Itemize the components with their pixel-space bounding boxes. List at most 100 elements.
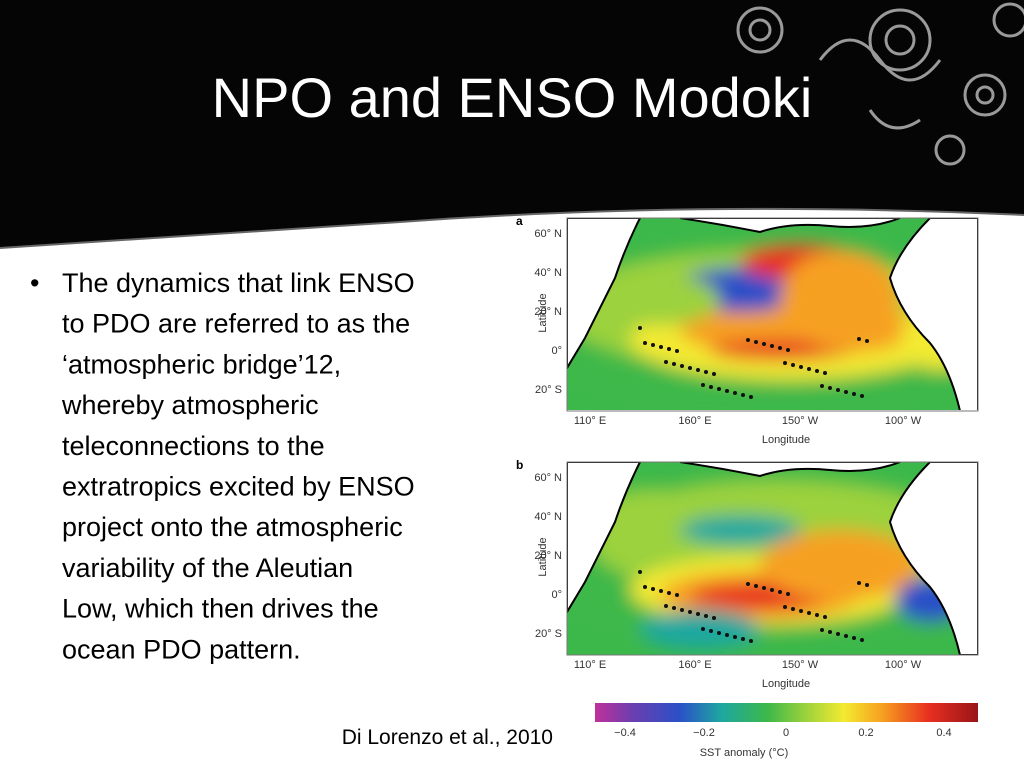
island-dot	[754, 340, 758, 344]
island-dot	[836, 388, 840, 392]
island-dot	[799, 609, 803, 613]
island-dot	[815, 613, 819, 617]
map-panels: a 60° N 40° N 20° N 0° 20° S 110° E 160° E 150° …	[516, 214, 979, 690]
land-asia	[567, 462, 642, 614]
swirl-ornament	[736, 2, 1024, 166]
island-dot	[820, 384, 824, 388]
island-dot	[651, 587, 655, 591]
island-dot	[643, 341, 647, 345]
lon-tick-label: 160° E	[678, 415, 711, 427]
island-dot	[770, 344, 774, 348]
bullet-line: The dynamics that link ENSO	[62, 268, 415, 298]
island-dot	[680, 364, 684, 368]
lon-tick-label: 100° W	[885, 415, 922, 427]
bullet-text: The dynamics that link ENSO to PDO are re…	[61, 268, 415, 664]
colorbar-label: SST anomaly (°C)	[700, 747, 789, 759]
sst-field	[567, 240, 978, 410]
lat-tick-label: 0°	[551, 345, 562, 357]
header-band	[0, 0, 1024, 248]
island-dot	[844, 390, 848, 394]
island-dot	[815, 369, 819, 373]
island-dot	[865, 583, 869, 587]
island-dot	[680, 608, 684, 612]
island-dot	[667, 591, 671, 595]
island-dot	[701, 627, 705, 631]
map-panel	[567, 462, 978, 655]
x-axis-title: Longitude	[762, 434, 810, 446]
island-dot	[688, 366, 692, 370]
island-dot	[659, 345, 663, 349]
colorbar-tick-label: −0.4	[614, 727, 636, 739]
island-dot	[820, 628, 824, 632]
island-dot	[696, 612, 700, 616]
island-dot	[659, 589, 663, 593]
bullet-line: whereby atmospheric	[61, 390, 319, 420]
island-dot	[770, 588, 774, 592]
x-axis-title: Longitude	[762, 678, 810, 690]
lat-tick-label: 20° N	[534, 306, 562, 318]
island-dot	[860, 638, 864, 642]
island-dot	[746, 582, 750, 586]
island-dot	[733, 635, 737, 639]
island-dot	[675, 349, 679, 353]
map-panel	[567, 218, 978, 410]
island-dot	[762, 586, 766, 590]
lon-tick-label: 150° W	[782, 659, 819, 671]
sst-blob	[760, 530, 920, 600]
island-dot	[725, 389, 729, 393]
bullet-symbol: •	[30, 268, 39, 298]
lat-tick-label: 60° N	[534, 228, 562, 240]
colorbar-tick-label: 0.2	[858, 727, 873, 739]
lat-tick-label: 0°	[551, 589, 562, 601]
island-dot	[664, 360, 668, 364]
bullet-line: ocean PDO pattern.	[62, 634, 301, 664]
island-dot	[667, 347, 671, 351]
island-dot	[709, 629, 713, 633]
bullet-line: variability of the Aleutian	[62, 553, 353, 583]
island-dot	[791, 607, 795, 611]
island-dot	[746, 338, 750, 342]
island-dot	[786, 348, 790, 352]
island-dot	[675, 593, 679, 597]
map-frame	[566, 461, 979, 656]
island-dot	[852, 392, 856, 396]
island-dot	[836, 632, 840, 636]
sst-blob	[680, 515, 800, 545]
island-dot	[852, 636, 856, 640]
island-dot	[717, 631, 721, 635]
island-dot	[717, 387, 721, 391]
island-dot	[857, 581, 861, 585]
bullet-line: ‘atmospheric bridge’12,	[62, 349, 341, 379]
island-dot	[704, 614, 708, 618]
y-axis-title: Latitude	[537, 293, 549, 332]
island-dot	[638, 570, 642, 574]
sst-field	[567, 470, 978, 650]
island-dot	[688, 610, 692, 614]
bullet-line: teleconnections to the	[62, 431, 325, 461]
island-dot	[807, 367, 811, 371]
island-dot	[712, 372, 716, 376]
island-dot	[672, 362, 676, 366]
lat-tick-label: 20° N	[534, 550, 562, 562]
lat-tick-label: 60° N	[534, 472, 562, 484]
colorbar-tick-label: 0	[783, 727, 789, 739]
island-dot	[725, 633, 729, 637]
sst-blob	[600, 275, 720, 325]
land-americas	[888, 218, 978, 410]
y-axis-title: Latitude	[537, 537, 549, 576]
bullet-line: extratropics excited by ENSO	[62, 472, 415, 502]
island-dot	[741, 637, 745, 641]
colorbar-tick-label: 0.4	[936, 727, 951, 739]
island-dot	[749, 395, 753, 399]
lat-tick-label: 20° S	[535, 384, 562, 396]
island-dot	[828, 386, 832, 390]
island-dot	[672, 606, 676, 610]
lon-tick-label: 160° E	[678, 659, 711, 671]
island-dot	[823, 615, 827, 619]
island-dot	[749, 639, 753, 643]
island-dot	[860, 394, 864, 398]
slide-title: NPO and ENSO Modoki	[212, 66, 813, 129]
island-dot	[791, 363, 795, 367]
island-dot	[786, 592, 790, 596]
